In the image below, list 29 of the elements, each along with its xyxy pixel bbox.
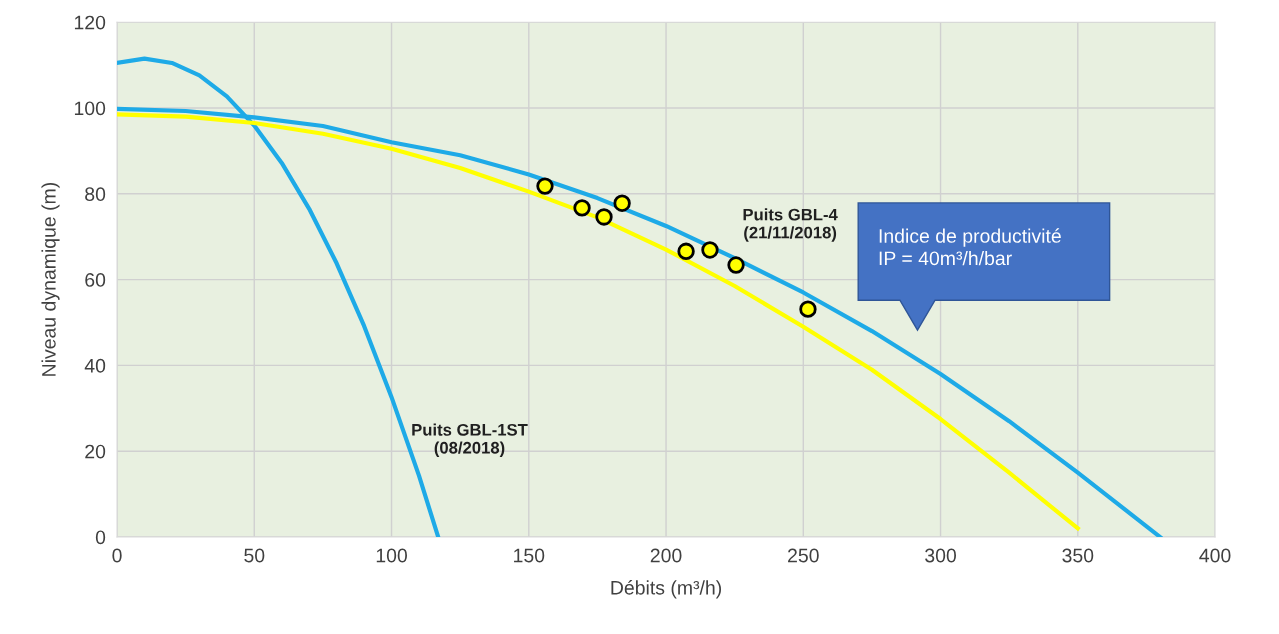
y-tick-label: 60: [85, 273, 106, 287]
annotation: Puits GBL-4 (21/11/2018): [743, 208, 838, 242]
point: [727, 256, 745, 274]
x-tick-label: 50: [244, 548, 265, 563]
x-tick-label: 100: [376, 548, 407, 563]
point: [799, 300, 817, 318]
point: [573, 199, 591, 217]
y-tick-label: 80: [85, 187, 106, 202]
y-tick-label: 100: [74, 101, 106, 116]
y-tick-label: 0: [95, 530, 106, 545]
point: [677, 242, 695, 260]
point: [613, 194, 631, 212]
x-tick-label: 150: [514, 548, 545, 563]
x-tick-label: 250: [788, 548, 819, 563]
point: [536, 177, 554, 195]
x-tick-label: 0: [112, 548, 122, 563]
y-tick-label: 40: [84, 358, 106, 373]
y-tick-label: 20: [85, 444, 106, 459]
x-tick-label: 400: [1199, 548, 1231, 563]
annotation: Indice de productivité IP = 40m³/h/bar: [879, 228, 1061, 266]
point: [595, 208, 613, 226]
x-tick-label: 300: [925, 548, 957, 563]
x-tick-label: 200: [650, 548, 682, 563]
y-axis-title: Niveau dynamique (m): [41, 182, 60, 376]
annotation: Puits GBL-1ST (08/2018): [412, 423, 528, 457]
x-axis-title: Débits (m³/h): [611, 580, 722, 599]
point: [701, 241, 719, 259]
y-tick-label: 120: [74, 15, 106, 30]
x-tick-label: 350: [1062, 548, 1094, 563]
